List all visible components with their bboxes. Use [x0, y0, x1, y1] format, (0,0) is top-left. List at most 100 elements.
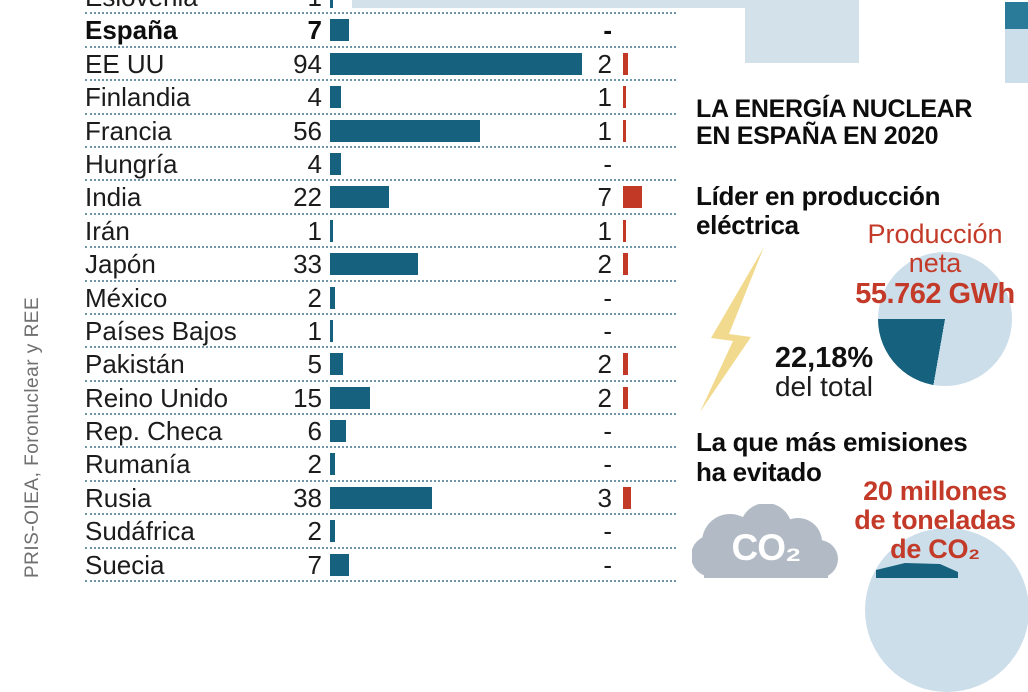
operating-count: 2	[307, 282, 322, 313]
construction-bar	[623, 52, 629, 75]
operating-bar	[330, 486, 432, 509]
table-row: Reino Unido 15 2	[85, 382, 676, 416]
country-label: Suecia	[85, 549, 165, 580]
table-row: EE UU 94 2	[85, 48, 676, 82]
construction-count: 1	[597, 82, 612, 113]
operating-bar	[330, 553, 349, 576]
country-label: Irán	[85, 215, 130, 246]
country-label: Rumanía	[85, 449, 191, 480]
operating-bar	[330, 253, 419, 276]
construction-count: 2	[597, 48, 612, 79]
operating-bar	[330, 420, 347, 443]
emissions-value: 20 millones de toneladas de CO₂	[854, 476, 1016, 564]
country-label: Japón	[85, 249, 156, 280]
production-value: 55.762 GWh	[855, 278, 1015, 310]
country-label: India	[85, 182, 142, 213]
construction-count: 7	[597, 182, 612, 213]
cropped-bar-light	[1005, 29, 1028, 83]
operating-count: 1	[235, 0, 322, 13]
operating-bar	[330, 386, 371, 409]
country-label: Pakistán	[85, 349, 185, 380]
table-row: Finlandia 4 1	[85, 81, 676, 115]
construction-count: -	[603, 148, 612, 179]
construction-bar	[623, 119, 626, 142]
operating-count: 1	[307, 215, 322, 246]
operating-bar	[330, 119, 481, 142]
operating-count: 7	[307, 15, 322, 46]
construction-count: -	[603, 15, 612, 46]
operating-bar	[330, 52, 582, 75]
operating-count: 6	[307, 416, 322, 447]
table-row: Eslovenia 1 -	[85, 0, 676, 15]
construction-count: 2	[597, 382, 612, 413]
country-label: Finlandia	[85, 82, 191, 113]
operating-bar	[330, 319, 333, 342]
operating-count: 1	[307, 315, 322, 346]
country-label: Rep. Checa	[85, 416, 223, 447]
construction-count: -	[603, 315, 612, 346]
share-block: 22,18% del total	[764, 343, 884, 401]
operating-bar	[330, 19, 349, 42]
country-label: Hungría	[85, 148, 178, 179]
construction-bar	[623, 219, 626, 242]
table-row: India 22 7	[85, 181, 676, 215]
construction-count: -	[603, 549, 612, 580]
table-row: Francia 56 1	[85, 115, 676, 148]
construction-bar	[623, 86, 626, 109]
emissions-heading: La que más emisiones ha evitado	[696, 427, 968, 487]
country-label: Francia	[85, 115, 172, 146]
reactor-table: Eslovenia 1 - España 7 - EE UU 94 2 Finl…	[85, 0, 676, 583]
emissions-icon-fragment	[876, 563, 958, 578]
operating-count: 15	[293, 382, 322, 413]
table-row: Rusia 38 3	[85, 482, 676, 516]
production-pie-chart	[878, 252, 1012, 386]
construction-count: 1	[597, 215, 612, 246]
construction-bar	[623, 386, 629, 409]
construction-count: 2	[597, 349, 612, 380]
table-row: Sudáfrica 2 -	[85, 515, 676, 549]
table-row: Pakistán 5 2	[85, 348, 676, 382]
country-label: Reino Unido	[85, 382, 229, 413]
table-row: Rep. Checa 6 -	[85, 415, 676, 449]
table-row: Suecia 7 -	[85, 549, 676, 583]
operating-count: 2	[307, 516, 322, 547]
table-row: Países Bajos 1 -	[85, 315, 676, 349]
operating-count: 22	[293, 182, 322, 213]
construction-count: 2	[597, 249, 612, 280]
table-row: España 7 -	[85, 14, 676, 48]
country-label: EE UU	[85, 48, 165, 79]
operating-count: 4	[307, 148, 322, 179]
operating-count: 7	[307, 549, 322, 580]
production-block: Producción neta 55.762 GWh	[835, 219, 1028, 311]
table-row: Hungría 4 -	[85, 148, 676, 182]
cropped-graphic-block	[745, 0, 859, 63]
country-label: España	[85, 15, 178, 46]
country-label: Sudáfrica	[85, 516, 195, 547]
construction-bar	[623, 186, 642, 209]
construction-count: -	[603, 282, 612, 313]
operating-bar	[330, 152, 341, 175]
country-label: México	[85, 282, 168, 313]
construction-bar	[623, 353, 629, 376]
operating-bar	[330, 453, 336, 476]
production-label: Producción neta	[867, 219, 1003, 278]
operating-bar	[330, 186, 389, 209]
operating-count: 56	[293, 115, 322, 146]
operating-count: 94	[293, 48, 322, 79]
table-row: Japón 33 2	[85, 248, 676, 282]
table-row: Rumanía 2 -	[85, 448, 676, 482]
operating-bar	[330, 219, 333, 242]
country-label: Eslovenia	[85, 0, 325, 13]
construction-count: -	[525, 0, 612, 13]
cropped-graphic-band	[352, 0, 745, 8]
co2-cloud-icon	[692, 504, 838, 578]
cropped-bar-dark	[1005, 2, 1028, 29]
country-label: Países Bajos	[85, 315, 237, 346]
operating-bar	[330, 353, 344, 376]
operating-count: 38	[293, 482, 322, 513]
operating-count: 4	[307, 82, 322, 113]
construction-count: 3	[597, 482, 612, 513]
operating-bar	[330, 520, 336, 543]
panel-title: LA ENERGÍA NUCLEAR EN ESPAÑA EN 2020	[696, 95, 973, 150]
table-row: México 2 -	[85, 282, 676, 315]
